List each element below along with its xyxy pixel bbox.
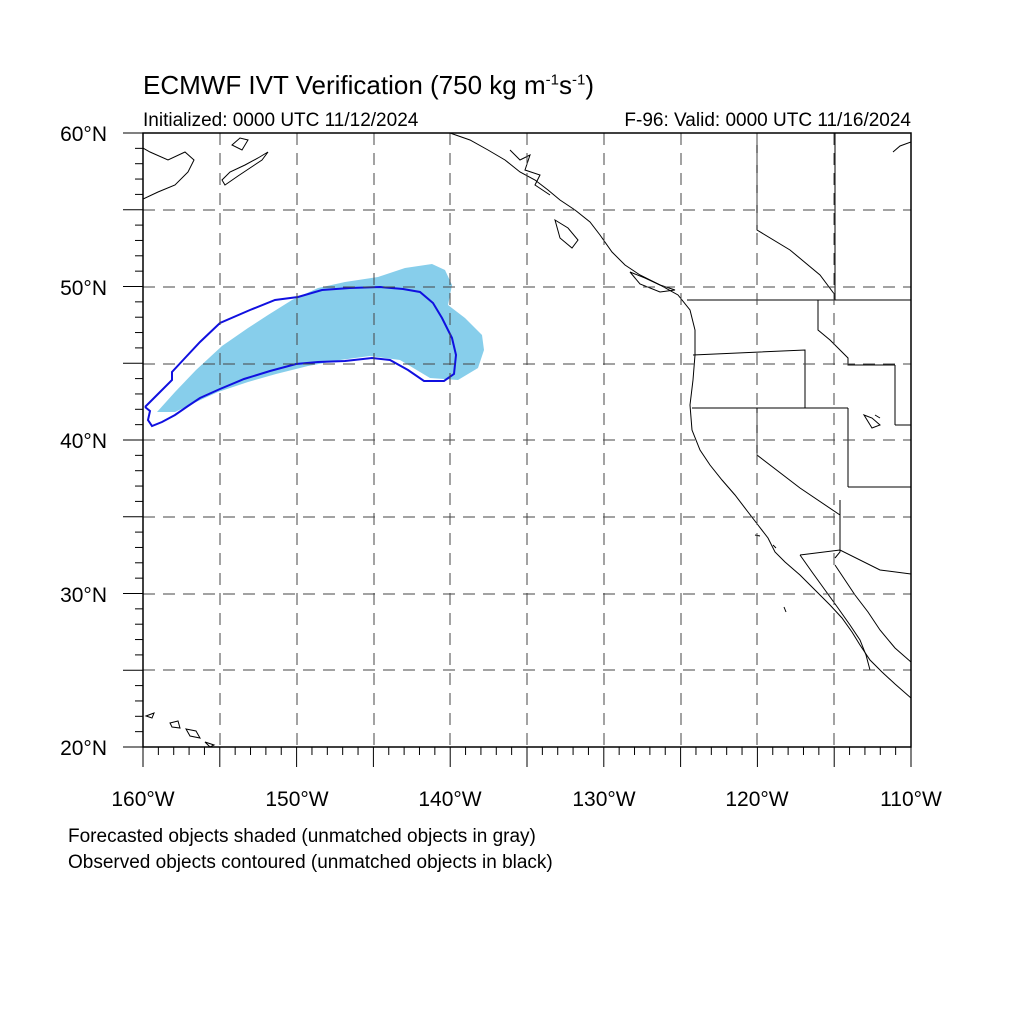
lon-label: 110°W — [880, 788, 942, 811]
lon-label: 140°W — [418, 788, 481, 811]
latitude-labels: 60°N 50°N 40°N 30°N 20°N — [60, 123, 107, 760]
forecast-legend-note: Forecasted objects shaded (unmatched obj… — [68, 826, 536, 847]
page-title: ECMWF IVT Verification (750 kg m-1s-1) — [143, 70, 594, 100]
lat-label: 30°N — [60, 584, 107, 607]
observed-legend-note: Observed objects contoured (unmatched ob… — [68, 852, 553, 873]
lat-label: 20°N — [60, 737, 107, 760]
graticule — [143, 133, 911, 747]
lat-label: 60°N — [60, 123, 107, 146]
political-borders-layer — [687, 133, 911, 575]
coastline-layer — [143, 133, 911, 747]
forecast-ivt-object — [157, 264, 484, 412]
valid-time-label: F-96: Valid: 0000 UTC 11/16/2024 — [624, 110, 911, 131]
axis-ticks — [123, 132, 912, 767]
init-time-label: Initialized: 0000 UTC 11/12/2024 — [143, 110, 419, 131]
observed-ivt-contour — [144, 285, 458, 428]
lat-label: 50°N — [60, 277, 107, 300]
lon-label: 120°W — [725, 788, 788, 811]
longitude-labels: 160°W 150°W 140°W 130°W 120°W 110°W — [111, 788, 942, 811]
lon-label: 150°W — [265, 788, 328, 811]
lon-label: 160°W — [111, 788, 174, 811]
lon-label: 130°W — [572, 788, 635, 811]
lat-label: 40°N — [60, 430, 107, 453]
